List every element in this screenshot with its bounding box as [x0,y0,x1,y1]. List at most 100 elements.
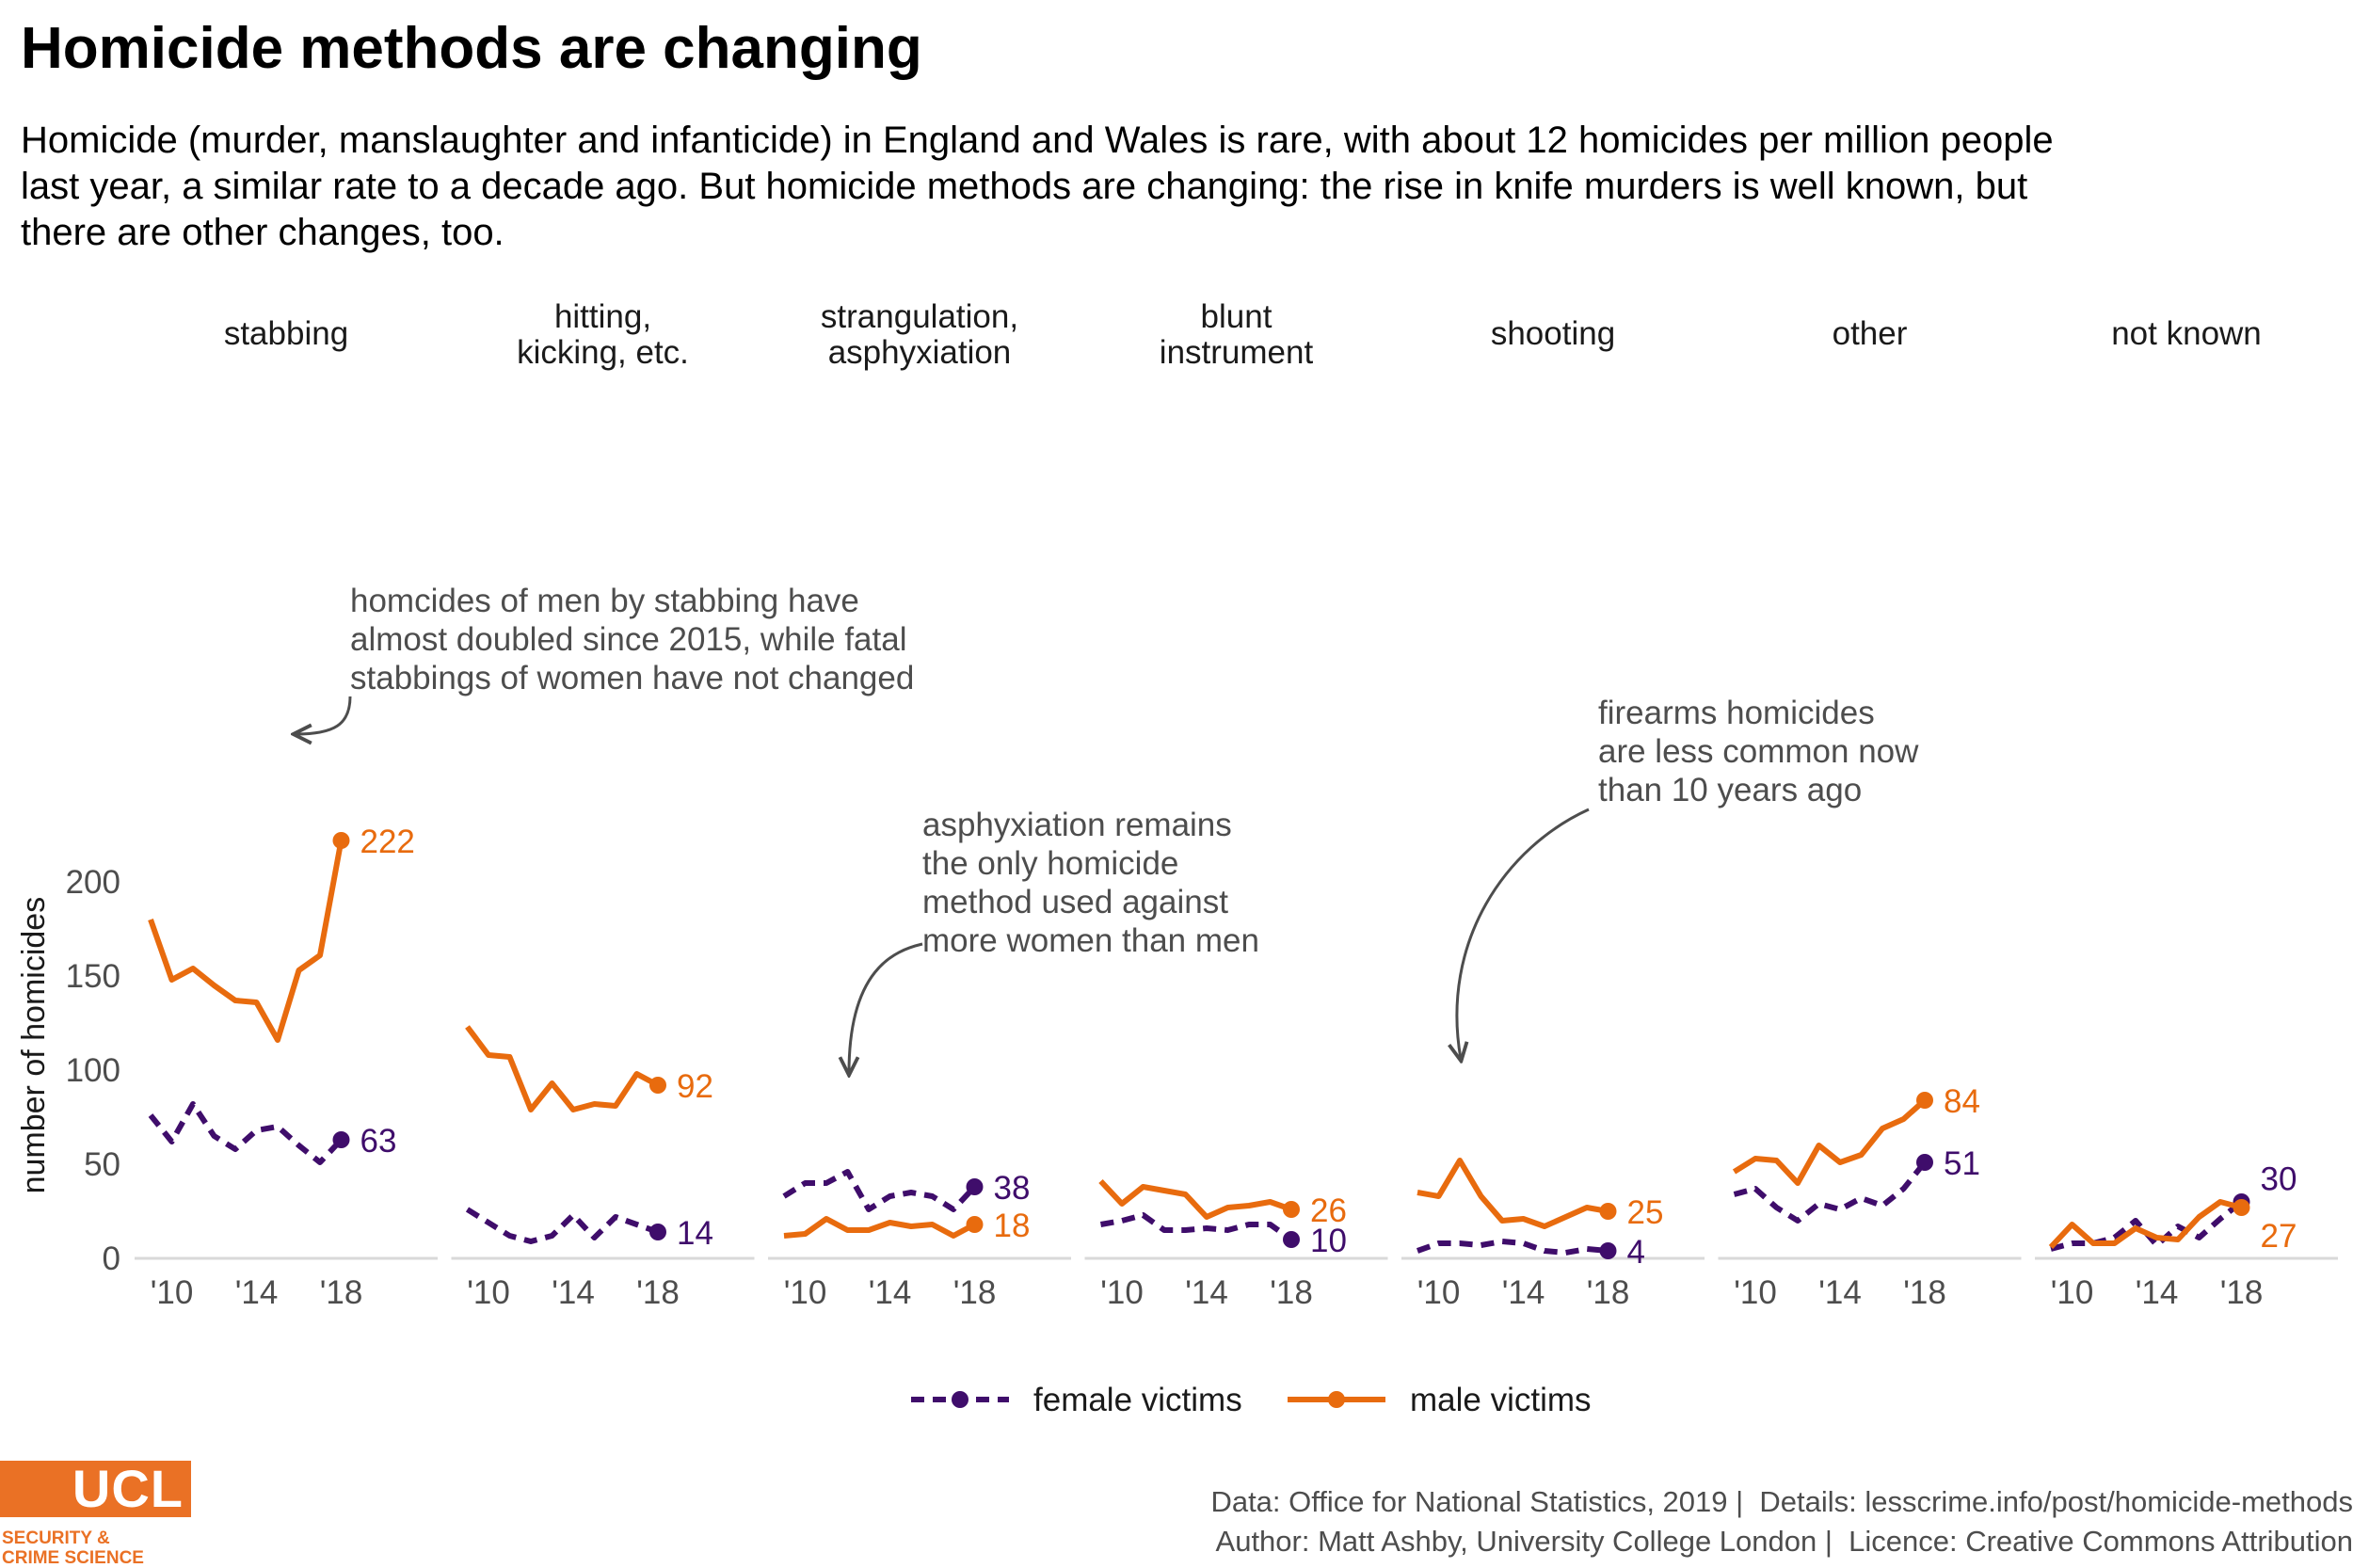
chart-subtitle: Homicide (murder, manslaughter and infan… [21,120,2054,253]
panel-label: not known [2111,315,2262,352]
male-series-line [783,1216,976,1239]
y-tick-label: 150 [66,958,120,995]
x-tick-label: '10 [1734,1274,1777,1311]
female-end-label: 38 [994,1170,1031,1207]
panel-label-line: kicking, etc. [517,334,689,371]
x-tick-label: '14 [1185,1274,1228,1311]
panel-label: hitting, kicking, etc. [517,298,689,371]
male-end-label: 27 [2261,1218,2297,1255]
caption-line-1: Data: Office for National Statistics, 20… [1210,1485,2353,1518]
panel-label-line: blunt [1201,298,1273,335]
panel-label: strangulation, asphyxiation [821,298,1018,371]
x-tick-label: '10 [2051,1274,2094,1311]
male-series-line [465,1025,660,1112]
female-end-point [1283,1231,1300,1248]
legend-female-point [952,1391,968,1408]
x-tick-label: '14 [1502,1274,1545,1311]
x-tick-label: '18 [1903,1274,1946,1311]
male-end-label: 222 [360,824,415,860]
female-end-point [649,1224,666,1240]
female-series-line [465,1207,660,1244]
ucl-logo-subtitle: SECURITY & CRIME SCIENCE [2,1528,144,1568]
female-end-label: 30 [2261,1160,2297,1197]
male-series-line [1417,1158,1609,1229]
annotations: homcides of men by stabbing have almost d… [296,583,1919,1073]
annotation-text: homcides of men by stabbing have almost d… [350,583,914,696]
male-end-point [1283,1201,1300,1218]
panel-label-line: shooting [1491,315,1615,352]
x-tick-label: '10 [784,1274,827,1311]
x-tick-label: '10 [467,1274,510,1311]
x-tick-label: '18 [320,1274,363,1311]
legend-male-label: male victims [1410,1382,1592,1418]
male-end-label: 18 [994,1208,1031,1244]
panel-label-line: other [1833,315,1908,352]
small-multiples-chart: stabbing hitting, kicking, etc. strangulati… [16,298,2338,1418]
male-end-label: 92 [677,1068,713,1105]
male-end-label: 84 [1944,1083,1980,1120]
ucl-logo-box: UCL [0,1461,191,1517]
legend: female victims male victims [911,1382,1592,1418]
y-tick-label: 200 [66,864,120,901]
legend-male-point [1328,1391,1345,1408]
male-end-point [1916,1092,1933,1109]
male-series-line [1098,1178,1293,1220]
panel-label-line: asphyxiation [828,334,1012,371]
axes: 0 50 100 150 200 number of homicides '10 '14 '18… [16,864,2338,1311]
x-tick-label: '18 [953,1274,997,1311]
female-series-line [1416,1239,1609,1256]
panel-label-line: instrument [1160,334,1314,371]
male-end-label: 26 [1310,1192,1347,1229]
x-tick-label: '14 [2136,1274,2179,1311]
x-tick-label: '14 [235,1274,279,1311]
panel-label: shooting [1491,315,1615,352]
x-tick-label: '14 [552,1274,595,1311]
male-series-line [1732,1097,1927,1186]
annotation-line: are less common now [1598,733,1919,770]
annotation-line: more women than men [922,922,1259,959]
x-tick-label: '10 [1417,1274,1461,1311]
male-end-point [332,832,350,849]
y-tick-label: 50 [84,1146,120,1183]
ucl-logo-wordmark: UCL [72,1459,184,1518]
annotation-line: than 10 years ago [1598,772,1862,808]
female-series-line [148,1101,344,1165]
annotation-arrow [296,696,352,734]
annotation-text: firearms homicides are less common now tha… [1598,695,1919,808]
female-end-point [1599,1242,1617,1259]
male-end-point [2233,1199,2250,1216]
male-series-line [148,840,344,1043]
ucl-logo-sub-line1: SECURITY & [2,1528,110,1548]
y-axis-label: number of homicides [16,897,52,1194]
annotation-line: homcides of men by stabbing have [350,583,859,619]
panel-label-line: hitting, [554,298,651,335]
annotation-line: the only homicide [922,845,1178,882]
annotation-line: almost doubled since 2015, while fatal [350,621,906,658]
female-series-line [782,1169,977,1212]
male-series-line [2048,1199,2243,1250]
x-tick-label: '14 [869,1274,912,1311]
ucl-logo-sub-line2: CRIME SCIENCE [2,1548,144,1568]
panel-label: stabbing [224,315,348,352]
female-series-line [1733,1160,1928,1224]
panel-label-line: stabbing [224,315,348,352]
x-tick-label: '18 [2220,1274,2264,1311]
x-tick-label: '18 [1270,1274,1313,1311]
x-tick-label: '10 [1100,1274,1144,1311]
male-end-label: 25 [1627,1194,1664,1231]
male-end-point [966,1216,984,1233]
chart-title: Homicide methods are changing [21,16,922,81]
panel-label: blunt instrument [1160,298,1314,371]
x-tick-label: '14 [1818,1274,1862,1311]
male-end-point [1599,1203,1617,1220]
caption: Data: Office for National Statistics, 20… [1210,1482,2353,1561]
female-end-label: 63 [360,1123,397,1160]
x-tick-label: '18 [1587,1274,1630,1311]
female-end-point [332,1131,350,1148]
ucl-logo: UCL SECURITY & CRIME SCIENCE [0,1461,198,1568]
y-tick-label: 0 [103,1240,120,1277]
female-end-label: 14 [677,1215,713,1252]
female-end-point [1916,1154,1933,1171]
female-end-point [966,1178,984,1195]
